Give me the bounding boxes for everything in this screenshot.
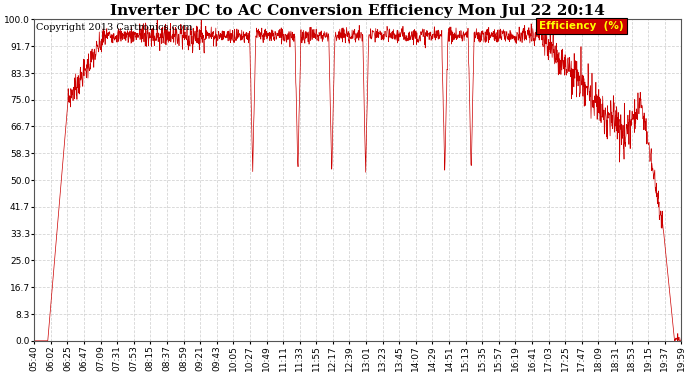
Text: Efficiency  (%): Efficiency (%) xyxy=(539,21,624,31)
Text: Copyright 2013 Cartronics.com: Copyright 2013 Cartronics.com xyxy=(35,22,192,32)
Title: Inverter DC to AC Conversion Efficiency Mon Jul 22 20:14: Inverter DC to AC Conversion Efficiency … xyxy=(110,4,605,18)
